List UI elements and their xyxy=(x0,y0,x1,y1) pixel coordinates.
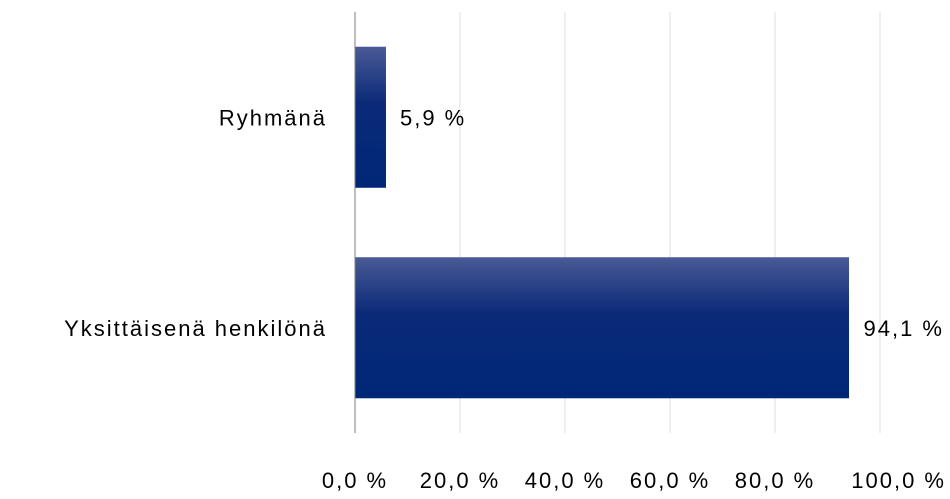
bar xyxy=(355,46,386,188)
data-label: 94,1 % xyxy=(864,316,945,341)
x-tick-label: 0,0 % xyxy=(322,468,388,493)
x-tick-label: 80,0 % xyxy=(735,468,816,493)
x-tick-label: 20,0 % xyxy=(420,468,501,493)
x-tick-label: 100,0 % xyxy=(851,468,946,493)
x-tick-label: 60,0 % xyxy=(630,468,711,493)
category-labels: Ryhmänä Yksittäisenä henkilönä xyxy=(64,105,327,341)
category-label: Yksittäisenä henkilönä xyxy=(64,316,327,341)
category-label: Ryhmänä xyxy=(219,105,327,130)
data-label: 5,9 % xyxy=(400,105,466,130)
bar xyxy=(355,257,850,399)
data-labels: 5,9 % 94,1 % xyxy=(400,105,945,341)
bars xyxy=(355,46,850,399)
x-tick-label: 40,0 % xyxy=(525,468,606,493)
x-tick-labels: 0,0 % 20,0 % 40,0 % 60,0 % 80,0 % 100,0 % xyxy=(322,468,946,493)
